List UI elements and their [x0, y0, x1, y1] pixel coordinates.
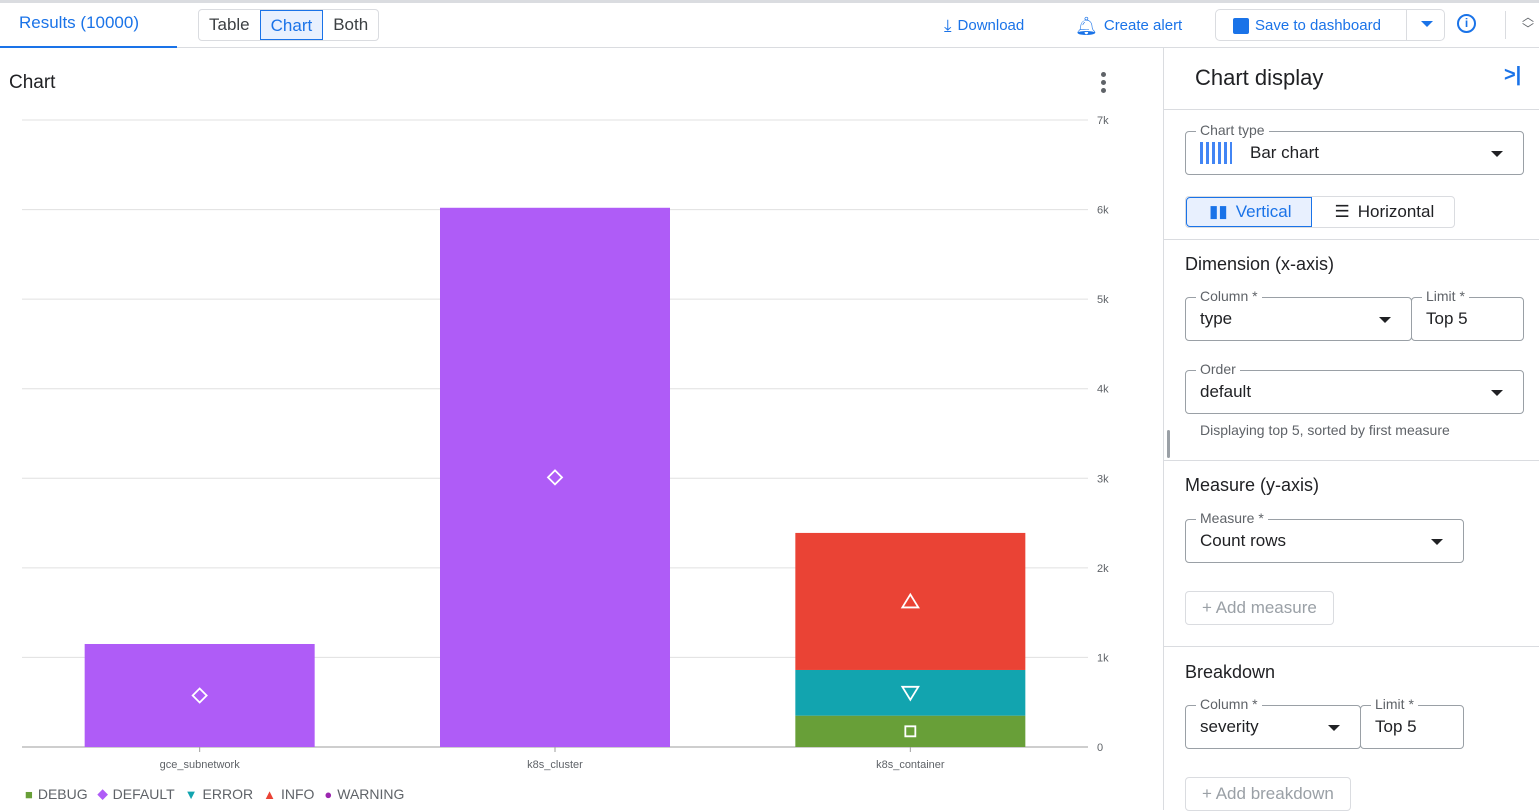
bar-chart-icon — [1200, 142, 1232, 164]
create-alert-button[interactable]: 🔔︎ Create alert — [1075, 3, 1182, 48]
top-divider — [0, 0, 1539, 3]
expand-collapse-icon[interactable]: ︿ ﹀ — [1522, 10, 1535, 36]
bar-error — [795, 669, 1026, 716]
breakdown-heading: Breakdown — [1185, 662, 1276, 682]
triangle-up-icon: ▲ — [263, 786, 276, 802]
legend-label: WARNING — [337, 786, 405, 802]
measure-heading: Measure (y-axis) — [1185, 475, 1320, 495]
dimension-heading: Dimension (x-axis) — [1185, 254, 1335, 274]
orientation-toggle: ▮▮ Vertical ☰ Horizontal — [1185, 196, 1456, 228]
add-measure-button[interactable]: + Add measure — [1185, 591, 1334, 625]
save-to-dashboard-group — [1215, 9, 1445, 41]
legend-item[interactable]: ■ DEBUG — [25, 786, 88, 802]
panel-resize-handle[interactable] — [1167, 430, 1170, 458]
legend-label: INFO — [280, 786, 315, 802]
x-tick-label: gce_subnetwork — [160, 759, 241, 771]
collapse-panel-icon[interactable]: >| — [1504, 64, 1522, 86]
triangle-up-marker — [900, 592, 920, 609]
diamond-icon: ◆ — [97, 786, 108, 801]
y-tick-label: 3k — [1097, 473, 1109, 485]
legend-item[interactable]: ▼ ERROR — [185, 786, 253, 802]
download-icon: ⤓ — [944, 15, 952, 35]
bar-debug — [795, 715, 1026, 747]
y-tick-label: 7k — [1097, 115, 1109, 127]
dashboard-icon — [1233, 17, 1249, 34]
bar-chart: 0 1k 2k 3k 4k 5k 6k 7k gce_subnetwork k8s_cluster… — [22, 115, 1109, 771]
order-select[interactable]: Order default — [1185, 361, 1524, 414]
divider — [1164, 109, 1539, 110]
square-marker — [904, 725, 917, 738]
legend-item[interactable]: ◆ DEFAULT — [98, 786, 175, 802]
vertical-button[interactable]: ▮▮ Vertical — [1186, 197, 1313, 227]
save-to-dashboard-button[interactable]: Save to dashboard — [1233, 3, 1381, 48]
breakdown-limit-field[interactable]: Limit * Top 5 — [1360, 696, 1464, 749]
diamond-marker — [546, 469, 564, 486]
divider — [1164, 460, 1539, 461]
horizontal-button[interactable]: ☰ Horizontal — [1334, 202, 1435, 221]
divider — [1505, 11, 1506, 39]
legend-item[interactable]: ● WARNING — [324, 786, 404, 802]
chart-display-panel: Chart display >| Chart type Bar chart ▮▮… — [1163, 48, 1539, 811]
divider — [1164, 239, 1539, 240]
bar-default — [440, 207, 670, 747]
diamond-marker — [191, 687, 208, 704]
divider — [1406, 10, 1407, 40]
view-chart-button[interactable]: Chart — [259, 10, 324, 40]
breakdown-column-select[interactable]: Column * severity — [1185, 696, 1361, 749]
bar-default — [84, 643, 315, 747]
legend-label: DEFAULT — [112, 786, 175, 802]
legend-label: DEBUG — [37, 786, 88, 802]
bar-info — [795, 532, 1026, 670]
legend-label: ERROR — [202, 786, 254, 802]
dimension-hint: Displaying top 5, sorted by first measur… — [1200, 422, 1450, 438]
square-icon: ■ — [25, 786, 33, 802]
bell-plus-icon: 🔔︎ — [1075, 15, 1098, 36]
download-button[interactable]: ⤓ Download — [944, 3, 1024, 48]
view-mode-toggle: Table Chart Both — [198, 9, 380, 41]
view-both-button[interactable]: Both — [333, 15, 369, 34]
tab-results[interactable]: Results (10000) — [0, 3, 177, 48]
x-tick-label: k8s_container — [876, 759, 945, 771]
y-tick-label: 6k — [1097, 205, 1109, 217]
save-dropdown-icon[interactable] — [1421, 21, 1433, 27]
view-table-button[interactable]: Table — [209, 15, 250, 34]
measure-select[interactable]: Measure * Count rows — [1185, 510, 1464, 563]
info-icon[interactable]: i — [1457, 14, 1476, 33]
y-tick-label: 4k — [1097, 384, 1109, 396]
plus-icon: + — [1202, 598, 1216, 617]
horizontal-bars-icon: ☰ — [1334, 202, 1350, 221]
y-tick-label: 1k — [1097, 652, 1109, 664]
chart-title: Chart — [9, 72, 56, 93]
triangle-down-marker — [900, 685, 920, 702]
y-tick-label: 2k — [1097, 563, 1109, 575]
vertical-bars-icon: ▮▮ — [1209, 202, 1228, 221]
chart-legend: ■ DEBUG ◆ DEFAULT ▼ ERROR ▲ INFO ● WARNING — [25, 786, 404, 802]
triangle-down-icon: ▼ — [184, 786, 198, 802]
y-tick-label: 0 — [1097, 742, 1103, 754]
y-tick-label: 5k — [1097, 294, 1109, 306]
legend-item[interactable]: ▲ INFO — [263, 786, 314, 802]
plus-icon: + — [1202, 784, 1216, 803]
chart-type-select[interactable]: Chart type Bar chart — [1185, 122, 1524, 175]
dimension-limit-field[interactable]: Limit * Top 5 — [1411, 288, 1524, 341]
x-tick-label: k8s_cluster — [527, 759, 583, 771]
add-breakdown-button[interactable]: + Add breakdown — [1185, 777, 1351, 811]
semicircle-icon: ● — [324, 786, 333, 802]
panel-title: Chart display — [1195, 65, 1324, 90]
more-options-icon[interactable] — [1096, 70, 1110, 96]
divider — [1164, 646, 1539, 647]
toolbar: Results (10000) Table Chart Both ⤓ Downlo… — [0, 3, 1539, 48]
dimension-column-select[interactable]: Column * type — [1185, 288, 1412, 341]
